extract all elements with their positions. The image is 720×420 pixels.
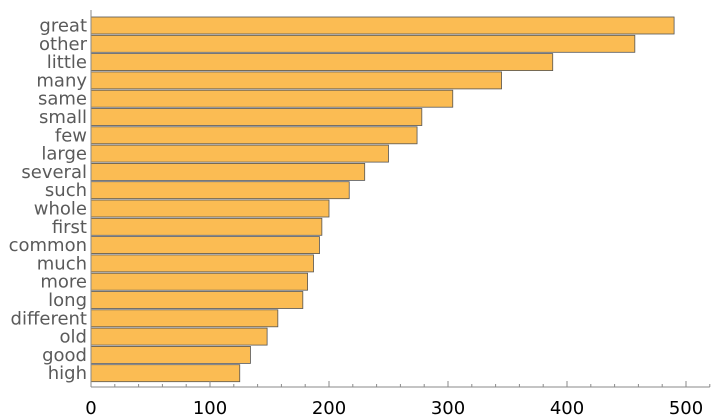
bar-whole (90, 199, 330, 218)
category-label-different: different (11, 308, 87, 329)
x-tick-label-100: 100 (193, 398, 227, 419)
category-label-several: several (21, 162, 87, 183)
category-label-large: large (41, 144, 87, 165)
bar-many (90, 71, 502, 90)
category-label-few: few (55, 125, 87, 146)
category-label-high: high (48, 363, 87, 384)
bar-such (90, 181, 350, 200)
bars-layer (90, 16, 675, 383)
x-tick-label-300: 300 (431, 398, 465, 419)
bar-more (90, 272, 308, 291)
category-label-whole: whole (34, 199, 87, 220)
bar-good (90, 345, 251, 364)
category-label-first: first (52, 217, 87, 238)
bar-other (90, 34, 636, 53)
bar-small (90, 108, 423, 126)
x-ticks-layer: 0 100 200 300 400 500 (85, 381, 711, 419)
bar-same (90, 89, 454, 108)
category-labels-layer: greatotherlittlemanysamesmallfewlargesev… (9, 16, 88, 385)
bar-old (90, 327, 268, 346)
x-tick-label-400: 400 (550, 398, 584, 419)
bar-high (90, 364, 241, 383)
x-tick-label-500: 500 (669, 398, 703, 419)
bar-long (90, 291, 304, 309)
bar-different (90, 309, 279, 328)
bar-much (90, 254, 314, 273)
category-label-common: common (9, 235, 87, 256)
category-label-good: good (42, 345, 87, 366)
category-label-other: other (39, 34, 88, 55)
category-label-little: little (47, 52, 87, 73)
category-label-old: old (60, 327, 87, 348)
bar-common (90, 236, 320, 255)
bar-few (90, 126, 418, 145)
category-label-long: long (48, 290, 87, 311)
bar-first (90, 217, 323, 236)
category-label-small: small (39, 107, 87, 128)
category-label-great: great (39, 16, 87, 37)
x-tick-label-0: 0 (85, 398, 96, 419)
bar-large (90, 144, 389, 163)
bar-little (90, 53, 554, 71)
category-label-much: much (37, 253, 87, 274)
bar-great (90, 16, 675, 35)
category-label-such: such (45, 180, 87, 201)
category-label-same: same (38, 89, 87, 110)
bar-several (90, 162, 366, 181)
category-label-many: many (36, 70, 87, 91)
category-label-more: more (40, 272, 87, 293)
x-tick-label-200: 200 (312, 398, 346, 419)
